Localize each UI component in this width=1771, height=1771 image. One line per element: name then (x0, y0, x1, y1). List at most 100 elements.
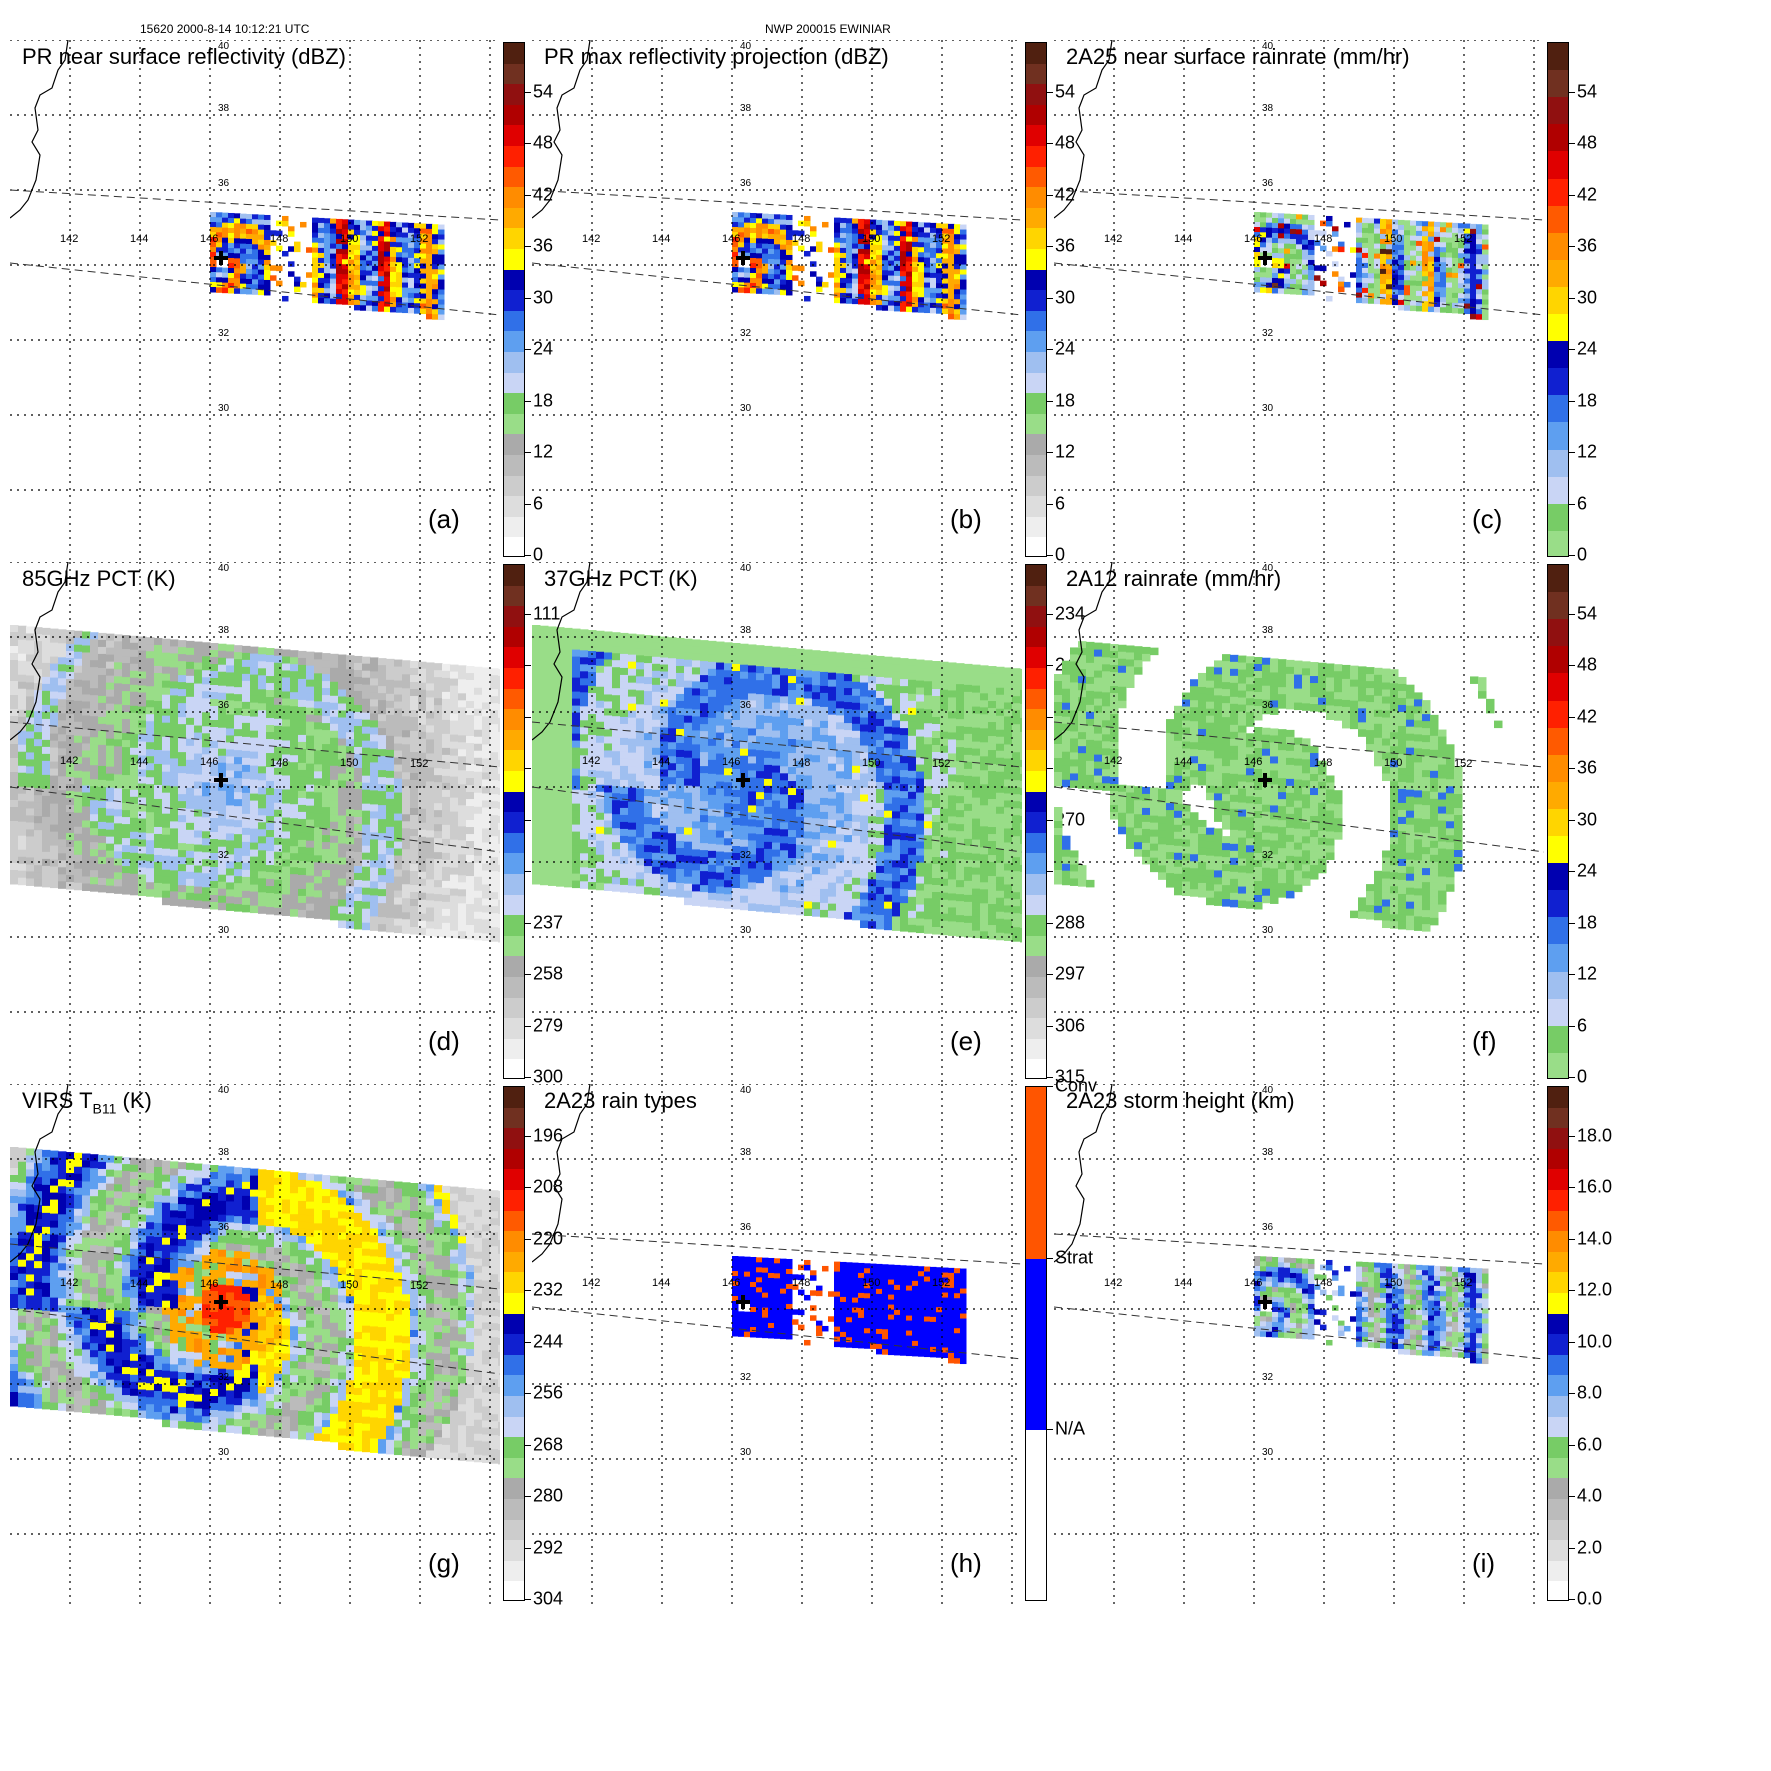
swath-pixel (402, 723, 411, 731)
swath-pixel (354, 294, 361, 301)
swath-pixel (346, 711, 355, 719)
swath-pixel (282, 719, 291, 727)
swath-pixel (98, 681, 107, 690)
swath-pixel (628, 787, 637, 796)
swath-pixel (458, 826, 467, 834)
swath-pixel (378, 826, 387, 834)
swath-pixel (90, 730, 99, 738)
swath-pixel (816, 241, 823, 248)
swath-pixel (394, 855, 403, 864)
swath-pixel (336, 263, 343, 270)
swath-pixel (540, 821, 549, 830)
swath-pixel (114, 809, 123, 817)
swath-pixel (918, 307, 925, 313)
swath-pixel (744, 212, 751, 219)
swath-pixel (498, 724, 500, 733)
swath-pixel (90, 877, 99, 885)
swath-pixel (604, 792, 613, 800)
swath-pixel (162, 834, 171, 843)
swath-pixel (1428, 221, 1435, 228)
swath-pixel (556, 851, 565, 859)
swath-pixel (410, 829, 419, 837)
swath-pixel (532, 814, 541, 822)
swath-pixel (466, 778, 475, 786)
colorbar-segment (1026, 393, 1046, 415)
swath-pixel (762, 263, 769, 270)
swath-pixel (564, 774, 573, 783)
swath-pixel (418, 773, 427, 782)
swath-pixel (1464, 243, 1471, 250)
swath-pixel (858, 228, 865, 235)
swath-pixel (290, 671, 299, 679)
swath-data (732, 212, 967, 321)
swath-pixel (774, 259, 781, 265)
swath-pixel (138, 720, 147, 729)
swath-pixel (402, 821, 411, 829)
swath-pixel (330, 674, 339, 683)
swath-pixel (1326, 295, 1333, 302)
swath-pixel (652, 733, 661, 742)
swath-pixel (362, 663, 371, 672)
swath-pixel (1356, 252, 1363, 259)
swath-pixel (858, 223, 865, 230)
swath-pixel (266, 767, 275, 775)
colorbar-tick-label: 111 (533, 603, 561, 623)
swath-pixel (362, 810, 371, 819)
swath-pixel (1386, 249, 1393, 255)
swath-pixel (346, 704, 355, 712)
swath-pixel (918, 277, 925, 283)
lon-label: 144 (652, 233, 671, 245)
swath-pixel (954, 274, 961, 280)
swath-pixel (394, 890, 403, 899)
swath-pixel (960, 309, 967, 316)
swath-pixel (612, 716, 621, 724)
panel-c: 40 38 36 32 30 142 144 146 148 150 152 2A25 near su… (1044, 0, 1597, 565)
swath-pixel (282, 712, 291, 720)
swath-pixel (628, 703, 637, 712)
swath-pixel (936, 293, 943, 299)
swath-pixel (1290, 278, 1297, 285)
swath-pixel (408, 232, 415, 239)
swath-pixel (314, 666, 323, 674)
swath-pixel (888, 275, 895, 282)
swath-pixel (130, 754, 139, 763)
swath-pixel (894, 295, 901, 302)
swath-pixel (114, 872, 123, 880)
swath-pixel (252, 274, 259, 280)
swath-pixel (604, 848, 613, 856)
swath-pixel (450, 804, 459, 813)
swath-pixel (612, 744, 621, 752)
swath-pixel (390, 231, 397, 238)
colorbar-segment (1026, 331, 1046, 353)
swath-pixel (1386, 279, 1393, 285)
swath-pixel (906, 256, 913, 263)
swath-pixel (548, 773, 557, 781)
swath-pixel (442, 817, 451, 826)
swath-pixel (264, 274, 271, 281)
swath-pixel (242, 771, 251, 780)
swath-pixel (246, 258, 253, 265)
swath-pixel (556, 781, 565, 789)
swath-pixel (418, 801, 427, 810)
swath-pixel (274, 732, 283, 741)
swath-pixel (318, 262, 325, 269)
swath-pixel (50, 768, 59, 777)
swath-pixel (294, 286, 301, 293)
swath-pixel (130, 859, 139, 868)
swath-pixel (628, 745, 637, 754)
swath-pixel (372, 305, 379, 312)
swath-pixel (612, 884, 621, 892)
swath-pixel (330, 751, 339, 760)
lat-label: 40 (1262, 41, 1274, 52)
swath-pixel (612, 821, 621, 829)
swath-pixel (378, 665, 387, 673)
swath-pixel (362, 747, 371, 756)
swath-pixel (138, 650, 147, 659)
swath-pixel (604, 834, 613, 842)
swath-pixel (322, 695, 331, 703)
swath-pixel (426, 248, 433, 255)
swath-pixel (466, 806, 475, 814)
swath-pixel (1362, 272, 1369, 279)
colorbar-segment (1026, 269, 1046, 292)
swath-pixel (906, 251, 913, 258)
